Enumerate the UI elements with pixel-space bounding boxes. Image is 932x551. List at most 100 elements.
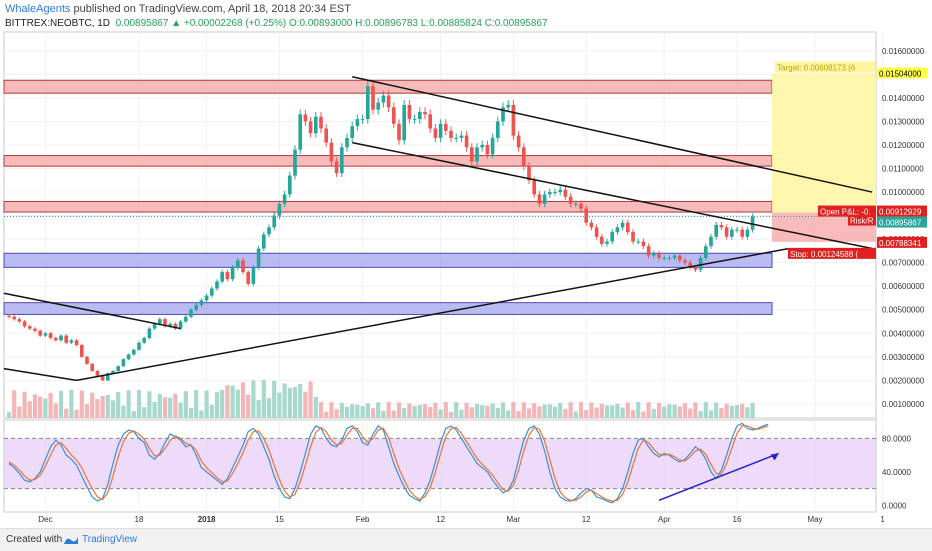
volume-bar [573, 411, 578, 418]
volume-bar [636, 402, 641, 418]
candle-body [740, 229, 745, 237]
stop-label[interactable]: Stop: 0.00124588 ( [790, 250, 858, 259]
volume-bar [266, 398, 272, 418]
volume-bar [381, 410, 386, 418]
candle-body [194, 305, 199, 310]
price-tick-label: 0.01400000 [882, 94, 925, 103]
stop-price-label[interactable]: 0.00788341 [879, 239, 922, 248]
volume-bar [105, 394, 110, 418]
candle-body [641, 241, 646, 247]
volume-bar [162, 397, 168, 418]
volume-bar [589, 402, 594, 418]
candle-body [584, 208, 589, 223]
time-tick-label: Apr [658, 515, 671, 524]
volume-bar [568, 402, 573, 418]
volume-bar [672, 404, 677, 418]
volume-bar [261, 380, 266, 418]
candle-body [454, 137, 459, 139]
target-label[interactable]: Target: 0.00608173 (6 [777, 63, 856, 72]
entry-price-label[interactable]: 0.00912929 [879, 208, 922, 217]
open-pnl-label-box[interactable] [818, 205, 876, 217]
candle-body [105, 373, 110, 381]
candle-body [95, 370, 100, 376]
candle-body [199, 300, 204, 306]
candle-body [376, 102, 381, 110]
symbol-line: BITTREX:NEOBTC, 1D 0.00895867 ▲ +0.00002… [5, 18, 548, 29]
stoch-tick-label: 0.0000 [882, 501, 907, 510]
volume-bar [459, 409, 464, 418]
candle-body [209, 288, 214, 296]
volume-bar [729, 405, 734, 418]
tradingview-logo-icon[interactable] [62, 532, 80, 548]
volume-bar [480, 405, 485, 418]
volume-bar [38, 396, 43, 418]
volume-bar [412, 405, 417, 418]
current-price-label-box[interactable] [877, 216, 927, 228]
candle-body [261, 234, 266, 249]
volume-bar [32, 394, 38, 418]
volume-bar [334, 409, 339, 418]
ohlc-close: C:0.00895867 [484, 18, 548, 29]
stop-label-box[interactable] [788, 247, 876, 259]
target-price-label-box[interactable] [877, 67, 927, 79]
volume-bar [183, 391, 188, 418]
candle-body [501, 107, 505, 122]
candle-body [386, 95, 391, 108]
volume-bar [625, 402, 630, 418]
volume-bar [12, 390, 17, 418]
volume-bar [74, 409, 79, 418]
target-zone [772, 73, 876, 213]
volume-bar [209, 404, 214, 418]
volume-bar [558, 402, 563, 418]
price-labels[interactable]: Target: 0.00608173 (6 0.01504000 Open P&L:… [775, 61, 927, 259]
volume-bar [386, 402, 391, 418]
volume-bar [365, 403, 370, 418]
volume-bar [641, 411, 646, 418]
trendlines [3, 75, 873, 382]
stop-price-label-box[interactable] [877, 236, 927, 248]
volume-bar [303, 391, 308, 418]
current-price-label[interactable]: 0.00895867 [879, 219, 922, 228]
volume-bar [350, 404, 355, 418]
volume-bar [318, 402, 324, 418]
volume-bar [547, 404, 552, 418]
time-tick-label: Dec [38, 515, 52, 524]
volume-bar [225, 385, 230, 418]
footer-bar: Created with TradingView [0, 528, 932, 551]
candle-body [183, 316, 188, 322]
zone-resistance [3, 155, 773, 167]
volume-bar [22, 391, 27, 418]
candle-body [230, 267, 235, 280]
candle-body [204, 295, 209, 301]
risk-reward-label-box[interactable] [848, 214, 876, 226]
entry-price-label-box[interactable] [877, 205, 927, 217]
volume-bar [630, 409, 636, 418]
tradingview-link[interactable]: TradingView [82, 534, 138, 545]
candle-body [620, 222, 625, 228]
target-label-box[interactable] [775, 61, 875, 73]
candle-body [22, 321, 27, 327]
candle-body [381, 95, 386, 103]
candle-body [277, 203, 282, 216]
author-link[interactable]: WhaleAgents [5, 3, 71, 15]
volume-bar [396, 402, 402, 418]
candle-body [563, 189, 568, 197]
candle-body [220, 272, 225, 282]
time-tick-label: 18 [135, 515, 144, 524]
candle-body [178, 321, 183, 329]
candle-body [365, 86, 370, 120]
candle-body [90, 363, 95, 371]
open-pnl-label[interactable]: Open P&L: -0. [820, 208, 871, 217]
target-price-label[interactable]: 0.01504000 [879, 69, 922, 78]
volume-bar [682, 403, 688, 418]
volume-bar [199, 410, 204, 418]
symbol-name[interactable]: BITTREX:NEOBTC, 1D [5, 18, 111, 29]
risk-reward-label[interactable]: Risk/R [850, 217, 874, 226]
candle-body [100, 375, 105, 381]
time-tick-label: 12 [582, 515, 591, 524]
candle-body [27, 326, 32, 329]
candle-body [303, 114, 308, 122]
volume-bar [662, 406, 667, 418]
ohlc-open: O:0.00893000 [288, 18, 353, 29]
candle-body [267, 227, 271, 235]
